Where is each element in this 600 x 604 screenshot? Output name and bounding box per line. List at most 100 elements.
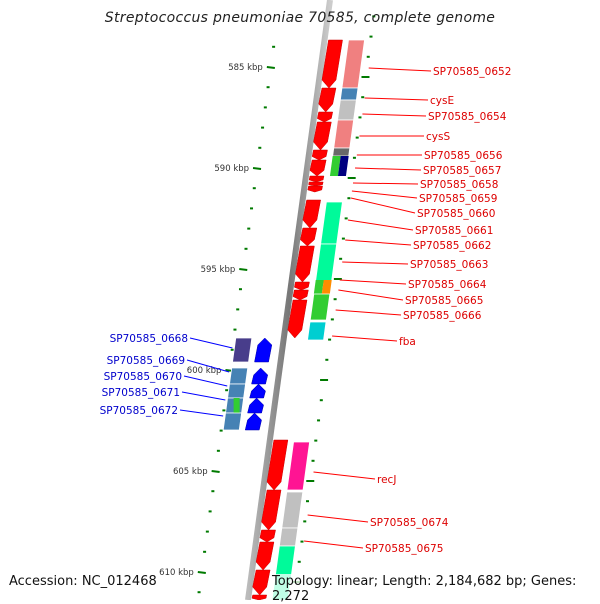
reverse-gene-arrow[interactable]: [251, 367, 268, 385]
cog-box: [227, 383, 246, 399]
leader-line: [313, 471, 376, 480]
major-tick: [197, 571, 206, 574]
forward-gene-label[interactable]: SP70585_0674: [370, 517, 449, 529]
forward-gene-arrow[interactable]: [311, 149, 328, 161]
forward-gene-arrow[interactable]: [292, 289, 309, 301]
forward-gene-arrow[interactable]: [255, 541, 275, 571]
forward-gene-arrow[interactable]: [302, 199, 321, 229]
tick-label: 590 kbp: [214, 164, 249, 174]
reverse-gene-label[interactable]: SP70585_0671: [102, 387, 180, 399]
forward-gene-label[interactable]: SP70585_0660: [417, 208, 495, 220]
minor-tick: [361, 96, 365, 99]
major-tick: [252, 167, 262, 170]
minor-tick: [203, 550, 207, 553]
cog-box: [337, 156, 349, 176]
forward-gene-arrow[interactable]: [308, 175, 325, 183]
tick-label: 605 kbp: [173, 467, 208, 477]
forward-gene-arrow[interactable]: [307, 185, 323, 193]
forward-gene-label[interactable]: SP70585_0663: [410, 259, 488, 271]
forward-gene-arrow[interactable]: [317, 111, 334, 123]
minor-tick: [319, 399, 323, 402]
reverse-gene-arrow[interactable]: [254, 337, 273, 363]
forward-gene-arrow[interactable]: [261, 489, 282, 531]
minor-tick: [252, 187, 256, 190]
leader-line: [186, 359, 230, 373]
forward-gene-arrow[interactable]: [252, 569, 271, 596]
minor-tick: [233, 328, 237, 331]
label-leaders: [179, 67, 432, 549]
forward-gene-label[interactable]: cysE: [430, 95, 454, 107]
gene-arrows: [244, 39, 343, 600]
forward-gene-arrow[interactable]: [300, 227, 318, 247]
cog-box: [314, 243, 338, 285]
forward-gene-label[interactable]: SP70585_0662: [413, 240, 491, 252]
scale-ticks: 585 kbp 590 kbp 595 kbp 600 kbp 605 kbp 610 k…: [159, 15, 376, 594]
forward-gene-label[interactable]: SP70585_0659: [419, 193, 497, 205]
reverse-gene-label[interactable]: SP70585_0668: [110, 333, 188, 345]
forward-gene-label[interactable]: SP70585_0652: [433, 66, 511, 78]
forward-gene-label[interactable]: cysS: [426, 131, 450, 143]
reverse-gene-arrow[interactable]: [249, 383, 266, 399]
minor-tick: [261, 126, 265, 129]
minor-tick: [306, 480, 315, 482]
leader-line: [352, 182, 419, 185]
leader-line: [338, 289, 404, 301]
forward-gene-label[interactable]: SP70585_0675: [365, 543, 443, 555]
forward-gene-label[interactable]: SP70585_0666: [403, 310, 482, 322]
leader-line: [183, 375, 228, 387]
leader-line: [181, 391, 226, 401]
forward-gene-arrow[interactable]: [259, 529, 276, 543]
cog-box: [307, 321, 327, 341]
forward-gene-label[interactable]: SP70585_0656: [424, 150, 503, 162]
forward-gene-arrow[interactable]: [294, 281, 310, 291]
minor-tick: [300, 540, 304, 543]
forward-gene-arrow[interactable]: [287, 299, 308, 339]
reverse-gene-label[interactable]: SP70585_0669: [107, 355, 185, 367]
reverse-gene-arrow[interactable]: [247, 397, 264, 414]
cog-box: [333, 119, 355, 149]
minor-tick: [341, 237, 345, 240]
minor-tick: [250, 207, 254, 210]
minor-tick: [272, 45, 276, 48]
minor-tick: [205, 530, 209, 533]
cog-box: [341, 39, 365, 89]
forward-gene-label[interactable]: recJ: [377, 474, 396, 486]
forward-gene-label[interactable]: SP70585_0661: [415, 225, 493, 237]
major-tick: [211, 470, 220, 473]
accession-text: Accession: NC_012468: [9, 574, 157, 589]
forward-gene-arrow[interactable]: [295, 245, 315, 283]
leader-line: [304, 540, 364, 549]
cog-box: [233, 398, 240, 413]
minor-tick: [339, 257, 343, 260]
forward-gene-label[interactable]: SP70585_0658: [420, 179, 498, 191]
leader-line: [362, 113, 427, 117]
forward-gene-label[interactable]: fba: [399, 336, 416, 348]
minor-tick: [358, 116, 362, 119]
tick-label: 600 kbp: [187, 366, 222, 376]
leader-line: [342, 261, 409, 265]
leader-line: [307, 514, 369, 523]
reverse-gene-label[interactable]: SP70585_0672: [100, 405, 178, 417]
forward-gene-label[interactable]: SP70585_0665: [405, 295, 483, 307]
forward-gene-label[interactable]: SP70585_0654: [428, 111, 507, 123]
forward-gene-arrow[interactable]: [313, 121, 332, 151]
reverse-gene-label[interactable]: SP70585_0670: [104, 371, 182, 383]
minor-tick: [303, 520, 307, 523]
forward-gene-arrow[interactable]: [266, 439, 289, 491]
minor-tick: [347, 197, 351, 200]
minor-tick: [263, 106, 267, 109]
leader-line: [355, 167, 422, 171]
minor-tick: [320, 379, 329, 381]
forward-gene-label[interactable]: SP70585_0664: [408, 279, 487, 291]
reverse-gene-arrow[interactable]: [244, 412, 262, 431]
forward-gene-label[interactable]: SP70585_0657: [423, 165, 501, 177]
cog-box: [281, 491, 304, 529]
cog-box: [278, 527, 299, 547]
forward-gene-arrow[interactable]: [251, 594, 267, 600]
forward-gene-arrow[interactable]: [318, 87, 337, 113]
forward-gene-arrow[interactable]: [308, 181, 324, 187]
minor-tick: [244, 247, 248, 250]
forward-gene-arrow[interactable]: [309, 159, 327, 177]
cog-box: [320, 201, 343, 245]
forward-gene-arrow[interactable]: [321, 39, 343, 89]
